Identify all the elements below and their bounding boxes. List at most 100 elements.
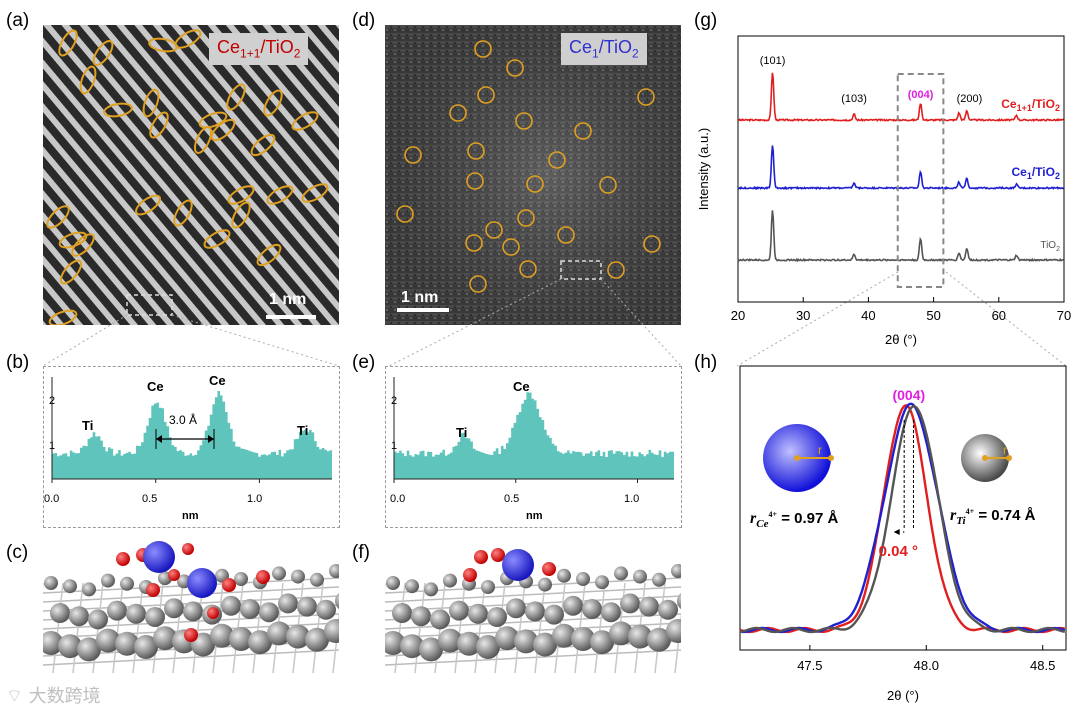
ce-atom-circle-21 [469, 275, 487, 293]
lattice-atom-37 [476, 635, 500, 659]
lattice-atom-32 [39, 631, 63, 655]
ce-atom-circle-9 [466, 172, 484, 190]
oxygen-atom-0 [116, 552, 130, 566]
lattice-atom-45 [628, 624, 652, 649]
lattice-atom-36 [115, 631, 139, 656]
profile-panel-b: Ti Ce Ce Ti 3.0 Å 2 1 0.0 0.5 1.0 nm [43, 366, 340, 528]
ce-ellipse-27 [48, 309, 78, 325]
lattice-atom-38 [495, 626, 519, 651]
tem-image-d: Ce1/TiO2 1 nm [385, 25, 681, 325]
peak-label-ce-1: Ce [147, 379, 164, 394]
lattice-atom-8 [538, 577, 552, 592]
ce-atom-circle-6 [637, 88, 655, 106]
arrow-head-right [208, 435, 214, 443]
lattice-bond-v [252, 582, 264, 674]
lattice-atom-39 [514, 629, 538, 654]
structure-c [32, 533, 355, 675]
lattice-bond-v [494, 582, 506, 674]
lattice-atom-43 [248, 630, 272, 655]
series-label-2: TiO2 [1040, 240, 1060, 253]
xrd-series-2 [737, 210, 1064, 263]
lattice-atom-35 [96, 628, 120, 653]
peak-label-ce: Ce [513, 379, 530, 394]
lattice-bond-v [192, 582, 204, 674]
lattice-atom-35 [438, 628, 462, 653]
lattice-atom-21 [145, 607, 165, 627]
xrd-detail-chart-h: 47.5 48.0 48.5 2θ (°) (004) 0.04 ° r r rCe4+ = 0… [739, 365, 1067, 703]
lattice-atom-16 [392, 603, 412, 623]
ytick-b-2: 2 [49, 395, 56, 407]
lattice-atom-15 [329, 564, 343, 578]
lattice-atom-2 [424, 582, 438, 597]
lattice-bond-v [72, 582, 84, 674]
panel-label-a: (a) [6, 10, 30, 31]
plot-frame-h [739, 365, 1067, 651]
xrd-series-0 [737, 72, 1064, 123]
lattice-atom-25 [563, 595, 583, 616]
arrow-head-left [156, 435, 162, 443]
lattice-atom-10 [576, 572, 590, 586]
lattice-atom-46 [305, 627, 329, 652]
xrd-chart-g: 20 30 40 50 60 70 2θ (°) Intensity (a.u.) Ce1+1/… [696, 35, 1071, 347]
ti-edge-dot [1006, 455, 1012, 461]
ce-atom-circle-11 [526, 175, 544, 193]
ytick-e-1: 1 [391, 440, 398, 452]
ce-ellipse-12 [250, 133, 276, 157]
scale-label-a: 1 nm [269, 291, 307, 308]
detail-series-2 [739, 405, 1066, 634]
oxygen-atom-0 [474, 550, 488, 564]
profile-chart-b [51, 377, 332, 483]
panel-label-h: (h) [694, 352, 718, 373]
lattice-atom-26 [582, 599, 602, 619]
ce-ellipse-25 [256, 243, 282, 267]
ce-atom-circle-18 [557, 226, 575, 244]
lattice-bond-v [514, 582, 526, 674]
lattice-atom-45 [286, 624, 310, 649]
lattice-atom-44 [267, 621, 291, 646]
lattice-atom-3 [101, 573, 115, 588]
oxygen-atom-8 [184, 628, 198, 642]
lattice-atom-19 [107, 600, 127, 621]
ce-atom-circle-13 [396, 205, 414, 223]
lattice-atom-33 [400, 634, 424, 659]
lattice-atom-14 [310, 572, 324, 587]
lattice-atom-46 [647, 627, 671, 652]
lattice-atom-15 [671, 564, 685, 578]
ce-radius-label: rCe4+ = 0.97 Å [750, 510, 838, 530]
lattice-bond-v [414, 582, 426, 674]
lattice-atom-38 [153, 626, 177, 651]
ce-atom [143, 541, 175, 573]
lattice-bond [384, 622, 682, 639]
scale-bar-a [266, 315, 316, 319]
xlabel-b: nm [182, 510, 199, 522]
ytick-b-1: 1 [49, 440, 56, 452]
ce-atom-circle-15 [485, 221, 503, 239]
ce-ellipse-1 [92, 40, 114, 66]
lattice-atom-26 [240, 599, 260, 619]
lattice-bond [42, 649, 340, 666]
lattice-atom-29 [639, 596, 659, 617]
xtick-label-50: 50 [926, 308, 940, 323]
ce-edge-dot [828, 455, 834, 461]
ce-ellipse-0 [58, 29, 78, 57]
lattice-atom-12 [614, 566, 628, 581]
lattice-atom-36 [457, 631, 481, 656]
ce-ellipse-9 [226, 83, 246, 111]
lattice-atom-3 [443, 573, 457, 588]
tem-stripes-a [43, 25, 339, 325]
lattice-atom-20 [126, 603, 146, 624]
structure-model-f [374, 548, 697, 674]
xtick-label-40: 40 [861, 308, 875, 323]
detail-series-0 [739, 404, 1066, 634]
ce-ellipse-24 [59, 259, 83, 285]
lattice-bond [384, 586, 682, 603]
lattice-atom-2 [82, 582, 96, 597]
xlabel-h: 2θ (°) [887, 688, 919, 703]
lattice-atom-4 [120, 576, 134, 591]
lattice-bond-v [172, 582, 184, 674]
peak-label-ti: Ti [456, 425, 468, 440]
ce-ellipse-7 [149, 111, 169, 139]
ce-radius-symbol: r [818, 443, 822, 457]
panel-label-b: (b) [6, 352, 30, 373]
ce-ellipse-21 [46, 205, 70, 229]
